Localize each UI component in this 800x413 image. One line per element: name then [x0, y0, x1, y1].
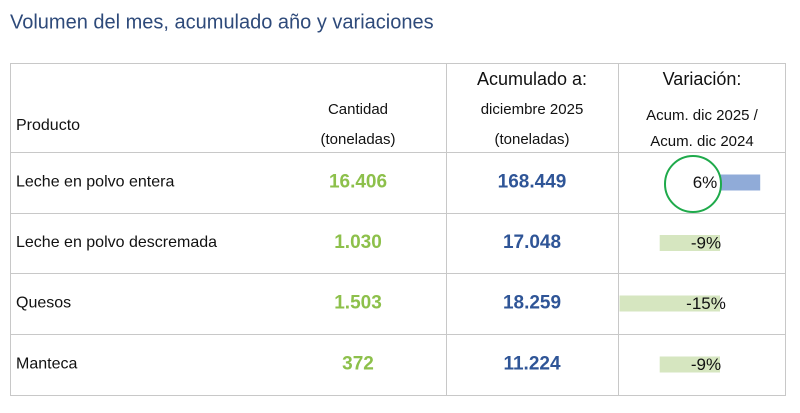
data-bar	[659, 356, 720, 373]
header-acumulado: (toneladas)	[494, 131, 569, 148]
variacion: -9%	[691, 355, 721, 374]
data-bar	[720, 174, 761, 191]
table-rows: Leche en polvo entera 16.406 168.449 6% Lech…	[16, 172, 761, 375]
header-cantidad: (toneladas)	[320, 131, 395, 148]
table-grid	[10, 63, 786, 396]
header-cantidad: Cantidad	[328, 101, 388, 118]
data-bar	[619, 295, 720, 312]
acumulado: 17.048	[503, 232, 561, 253]
variacion: 6%	[693, 173, 718, 192]
header-variacion: Variación:	[663, 69, 742, 89]
cantidad: 1.030	[334, 232, 382, 253]
product-name: Leche en polvo entera	[16, 174, 174, 191]
highlight-circle	[664, 155, 722, 213]
product-name: Manteca	[16, 356, 77, 373]
product-name: Leche en polvo descremada	[16, 234, 217, 251]
cantidad: 16.406	[329, 172, 387, 193]
data-bar	[659, 235, 720, 251]
acumulado: 11.224	[503, 354, 560, 375]
header-acumulado: diciembre 2025	[481, 101, 584, 118]
acumulado: 168.449	[498, 172, 567, 193]
product-name: Quesos	[16, 295, 71, 312]
header-variacion: Acum. dic 2024	[650, 133, 753, 150]
cantidad: 1.503	[334, 293, 382, 314]
cantidad: 372	[342, 354, 374, 375]
variacion: -15%	[686, 294, 726, 313]
acumulado: 18.259	[503, 293, 561, 314]
header-variacion: Acum. dic 2025 /	[646, 107, 759, 124]
title: Volumen del mes, acumulado año y variaci…	[10, 11, 434, 33]
header-producto: Producto	[16, 117, 80, 134]
header-acumulado: Acumulado a:	[477, 69, 587, 89]
variacion: -9%	[691, 233, 721, 252]
